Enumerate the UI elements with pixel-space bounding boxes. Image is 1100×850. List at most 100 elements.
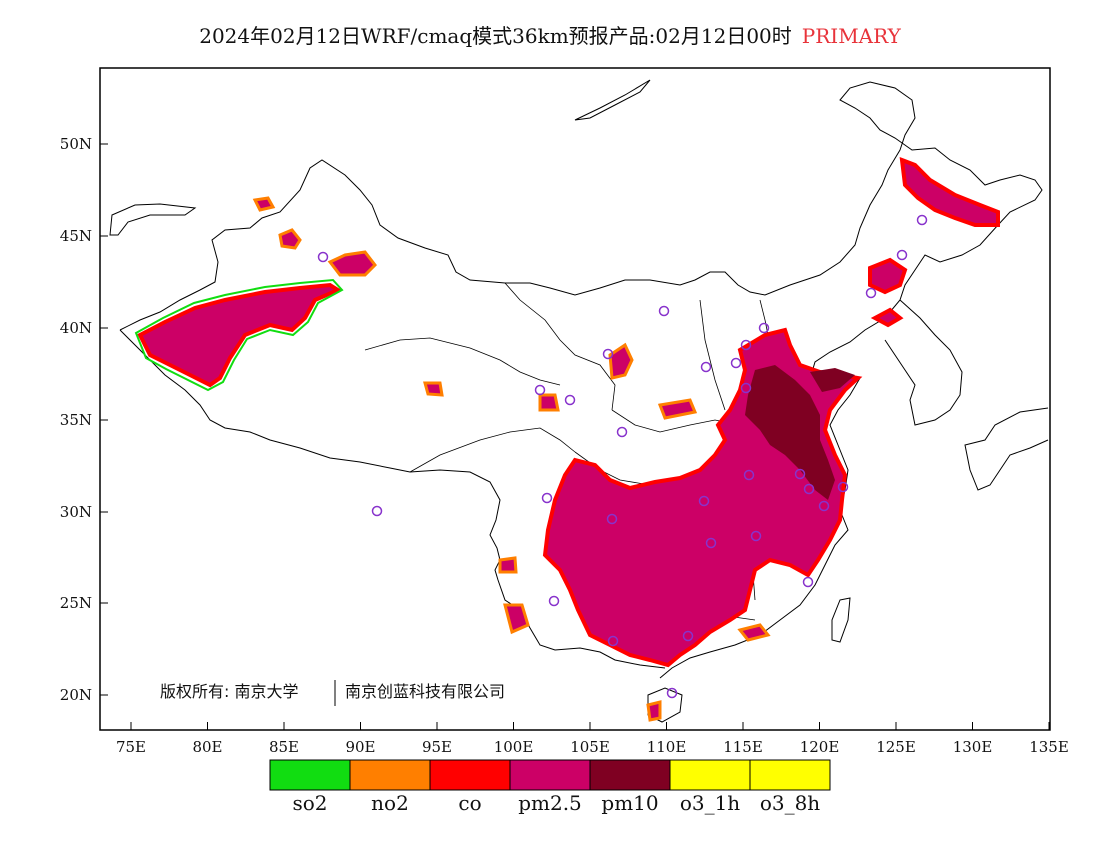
pollution-pm10-shandong (810, 368, 855, 392)
station-marker (740, 382, 752, 394)
pollution-liaoning (870, 307, 904, 328)
lat-tick-label: 25N (60, 594, 92, 612)
station-marker (698, 495, 710, 507)
pollution-hainan (646, 700, 662, 722)
lon-tick-label: 120E (800, 738, 840, 756)
station-marker (916, 214, 928, 226)
legend-label: pm10 (601, 791, 658, 815)
legend-swatch (669, 759, 751, 791)
longitude-axis: 75E 80E 85E 90E 95E 100E 105E 110E 115E 120E 125E 1… (116, 722, 1069, 756)
station-marker (317, 251, 329, 263)
pollution-xj-small-1 (278, 228, 302, 250)
lat-tick-label: 50N (60, 135, 92, 153)
legend-label: o3_8h (760, 791, 820, 815)
pollution-xinjiang-ring (134, 278, 344, 392)
station-marker (896, 249, 908, 261)
map-title: 2024年02月12日WRF/cmaq模式36km预报产品:02月12日00时 P… (0, 20, 1100, 49)
legend-label: co (458, 791, 481, 815)
lon-tick-label: 100E (494, 738, 534, 756)
legend-swatch (349, 759, 431, 791)
lat-tick-label: 20N (60, 686, 92, 704)
lon-tick-label: 115E (723, 738, 763, 756)
copyright-right: 南京创蓝科技有限公司 (345, 682, 505, 701)
legend-label: pm2.5 (518, 791, 582, 815)
pollution-shanxi (608, 342, 634, 380)
station-marker (758, 322, 770, 334)
pollution-heilongjiang (899, 156, 1000, 227)
station-marker (658, 305, 670, 317)
station-marker (682, 630, 694, 642)
lon-tick-label: 105E (570, 738, 610, 756)
station-marker (700, 361, 712, 373)
lon-tick-label: 110E (647, 738, 687, 756)
station-marker (794, 468, 806, 480)
station-marker (865, 287, 877, 299)
korea-outline (884, 299, 963, 426)
taiwan-outline (831, 597, 851, 643)
pollution-yunnan-1 (503, 603, 530, 635)
lat-tick-label: 30N (60, 503, 92, 521)
pollutant-legend: so2 no2 co pm2.5 pm10 o3_1h o3_8h (269, 759, 831, 815)
lat-tick-label: 35N (60, 411, 92, 429)
station-marker (602, 348, 614, 360)
station-marker (548, 595, 560, 607)
latitude-axis: 50N 45N 40N 35N 30N 25N 20N (60, 135, 108, 704)
lon-tick-label: 85E (269, 738, 299, 756)
station-marker (730, 357, 742, 369)
lon-tick-label: 75E (116, 738, 146, 756)
lat-tick-label: 45N (60, 227, 92, 245)
caspian-outline (109, 203, 197, 236)
pollution-shaanxi (657, 398, 698, 420)
pollution-yunnan-2 (498, 556, 518, 574)
station-marker (802, 576, 814, 588)
lon-tick-label: 80E (192, 738, 222, 756)
station-marker (818, 500, 830, 512)
legend-swatch (589, 759, 671, 791)
station-marker (564, 394, 576, 406)
legend-label: no2 (371, 791, 409, 815)
station-marker (534, 384, 546, 396)
pollution-fujian (737, 623, 771, 642)
station-marker (803, 483, 815, 495)
station-marker (750, 530, 762, 542)
pollution-qinghai-small (423, 381, 444, 397)
title-tag: PRIMARY (801, 24, 901, 48)
pollution-pm10-core (745, 365, 835, 500)
legend-swatch (749, 759, 831, 791)
legend-swatch (429, 759, 511, 791)
station-marker (743, 469, 755, 481)
legend-swatch (269, 759, 351, 791)
copyright-left: 版权所有: 南京大学 (160, 682, 298, 701)
coastline (659, 371, 862, 679)
station-marker (705, 537, 717, 549)
station-marker (837, 481, 849, 493)
pollution-xj-small-2 (252, 196, 276, 212)
station-marker (666, 687, 678, 699)
legend-label: so2 (292, 791, 327, 815)
west-border (119, 329, 666, 669)
lon-tick-label: 95E (422, 738, 452, 756)
station-marker (740, 339, 752, 351)
legend-swatch (509, 759, 591, 791)
station-marker (607, 635, 619, 647)
legend-label: o3_1h (680, 791, 740, 815)
sakhalin-outline (574, 79, 651, 121)
station-marker (616, 426, 628, 438)
pollution-jilin (868, 257, 908, 295)
japan-outline (964, 407, 1049, 491)
lon-tick-label: 130E (953, 738, 993, 756)
lon-tick-label: 135E (1029, 738, 1069, 756)
title-text: 2024年02月12日WRF/cmaq模式36km预报产品:02月12日00时 (199, 24, 792, 48)
station-marker (541, 492, 553, 504)
china-border (119, 81, 1043, 373)
lat-tick-label: 40N (60, 319, 92, 337)
pollution-xinjiang (137, 282, 343, 388)
station-marker (606, 513, 618, 525)
lon-tick-label: 125E (876, 738, 916, 756)
station-markers (317, 214, 928, 699)
lon-tick-label: 90E (345, 738, 375, 756)
pollution-gansu (538, 393, 560, 412)
pollution-xj-east (327, 250, 377, 277)
station-marker (371, 505, 383, 517)
